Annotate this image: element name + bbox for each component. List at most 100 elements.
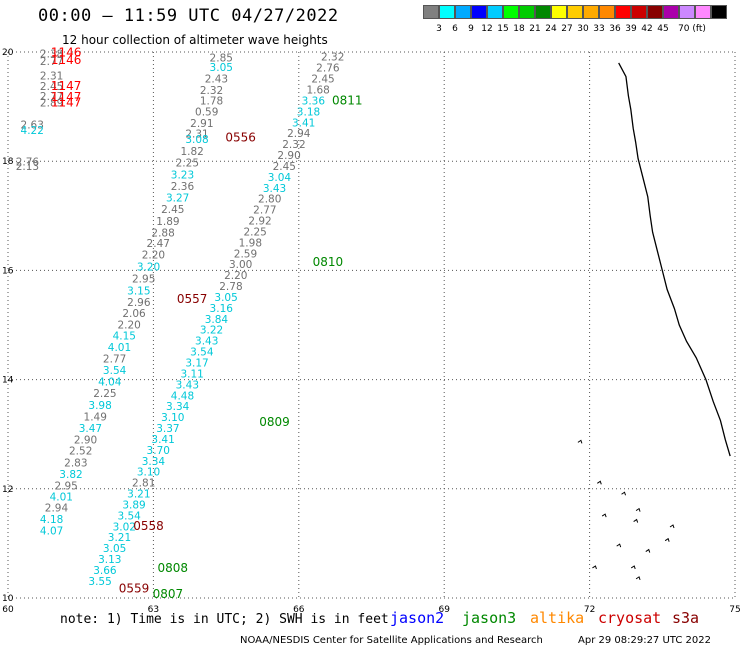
wave-height-value: 3.11 — [180, 368, 203, 380]
pass-time-label: 0810 — [313, 255, 344, 269]
wave-height-value: 2.77 — [40, 56, 63, 68]
wave-height-value: 3.54 — [103, 365, 127, 377]
legend-swatch — [503, 5, 519, 19]
island — [621, 491, 627, 496]
pass-time-label: 0557 — [177, 292, 208, 306]
wave-height-value: 2.45 — [273, 161, 296, 173]
legend-swatch — [439, 5, 455, 19]
island — [597, 480, 602, 485]
wave-height-value: 3.41 — [151, 434, 174, 446]
wave-height-value: 1.82 — [180, 146, 203, 158]
legend-label: 12 — [481, 24, 493, 34]
pass-time-label: 0808 — [158, 561, 189, 575]
wave-height-value: 2.77 — [40, 91, 63, 103]
wave-height-value: 3.17 — [185, 357, 208, 369]
satellite-altika: altika — [530, 609, 585, 627]
wave-height-value: 3.43 — [176, 379, 199, 391]
wave-height-value: 2.25 — [176, 158, 199, 170]
wave-height-value: 2.31 — [40, 70, 63, 82]
satellite-jason2: jason2 — [390, 609, 445, 627]
map-title: 00:00 – 11:59 UTC 04/27/2022 — [38, 6, 339, 26]
wave-height-value: 2.31 — [185, 129, 208, 141]
wave-height-value: 1.49 — [84, 412, 107, 424]
wave-height-value: 2.52 — [69, 445, 92, 457]
wave-height-value: 3.10 — [137, 467, 160, 479]
wave-height-value: 2.63 — [21, 119, 44, 131]
wave-height-value: 3.21 — [108, 532, 131, 544]
map-subtitle: 12 hour collection of altimeter wave hei… — [62, 33, 328, 47]
satellite-cryosat: cryosat — [598, 609, 662, 627]
legend-label: 9 — [468, 24, 474, 34]
wave-height-value: 3.04 — [268, 172, 292, 184]
legend-swatch — [487, 5, 503, 19]
y-tick-label: 16 — [2, 266, 14, 276]
x-tick-label: 72 — [584, 605, 595, 615]
wave-height-value: 2.89 — [40, 98, 63, 110]
wave-height-value: 3.41 — [292, 117, 315, 129]
wave-height-value: 3.89 — [122, 499, 145, 511]
wave-height-value: 2.95 — [132, 273, 155, 285]
legend-swatch — [647, 5, 663, 19]
island — [633, 518, 639, 523]
wave-height-value: 2.94 — [287, 128, 311, 140]
wave-height-value: 3.36 — [302, 95, 326, 107]
pass-time-label: 0559 — [119, 582, 150, 596]
wave-height-value: 2.90 — [277, 150, 300, 162]
wave-height-value: 0.59 — [195, 106, 218, 118]
island — [630, 565, 636, 570]
wave-height-value: 2.32 — [282, 139, 305, 151]
wave-height-value: 2.32 — [200, 85, 223, 97]
wave-height-value: 3.98 — [88, 400, 111, 412]
legend-swatch — [471, 5, 487, 19]
wave-height-value: 2.76 — [316, 63, 340, 75]
wave-height-value: 3.43 — [263, 183, 286, 195]
wave-height-value: 2.77 — [253, 205, 276, 217]
wave-height-value: 3.15 — [127, 285, 150, 297]
pass-time-label: 1146 — [51, 45, 82, 59]
pass-time-label: 1147 — [51, 96, 82, 110]
wave-height-value: 3.34 — [142, 456, 166, 468]
credit-org: NOAA/NESDIS Center for Satellite Applica… — [240, 635, 543, 646]
wave-height-value: 3.21 — [127, 489, 150, 501]
legend-label: 36 — [609, 24, 621, 34]
wave-height-value: 3.54 — [190, 347, 214, 359]
pass-time-label: 1147 — [51, 79, 82, 93]
wave-height-value: 3.00 — [229, 259, 252, 271]
x-tick-label: 60 — [2, 605, 14, 615]
credit-timestamp: Apr 29 08:29:27 UTC 2022 — [578, 635, 711, 646]
wave-height-value: 3.05 — [210, 62, 233, 74]
wave-height-value: 3.82 — [59, 469, 82, 481]
wave-height-value: 2.32 — [321, 52, 344, 64]
wave-height-value: 3.27 — [166, 193, 189, 205]
wave-height-value: 2.95 — [54, 480, 77, 492]
wave-height-value: 3.34 — [166, 401, 190, 413]
wave-height-value: 1.68 — [306, 84, 329, 96]
wave-height-value: 3.84 — [205, 314, 229, 326]
wave-height-value: 3.10 — [161, 412, 184, 424]
wave-height-value: 2.47 — [147, 238, 170, 250]
wave-height-value: 3.66 — [93, 565, 117, 577]
wave-height-value: 2.77 — [103, 354, 126, 366]
wave-height-value: 3.54 — [117, 510, 141, 522]
legend-swatch — [423, 5, 439, 19]
wave-height-value: 2.83 — [64, 457, 87, 469]
wave-height-value: 4.48 — [171, 390, 194, 402]
wave-height-value: 2.45 — [40, 81, 63, 93]
wave-height-value: 2.96 — [127, 297, 151, 309]
wave-height-value: 3.13 — [98, 554, 121, 566]
wave-height-value: 2.88 — [151, 228, 174, 240]
pass-time-label: 1147 — [51, 90, 82, 104]
wave-height-value: 3.02 — [113, 521, 136, 533]
legend-swatch — [455, 5, 471, 19]
wave-height-value: 3.37 — [156, 423, 179, 435]
pass-time-label: 0558 — [133, 519, 164, 533]
wave-height-value: 2.81 — [132, 478, 155, 490]
wave-height-value: 2.45 — [311, 74, 334, 86]
wave-height-value: 2.80 — [258, 194, 281, 206]
wave-height-value: 4.22 — [21, 125, 44, 137]
wave-height-value: 2.06 — [122, 308, 146, 320]
x-tick-label: 75 — [729, 605, 740, 615]
legend-swatch — [535, 5, 551, 19]
wave-height-value: 3.55 — [88, 576, 111, 588]
wave-height-value: 2.36 — [171, 181, 195, 193]
